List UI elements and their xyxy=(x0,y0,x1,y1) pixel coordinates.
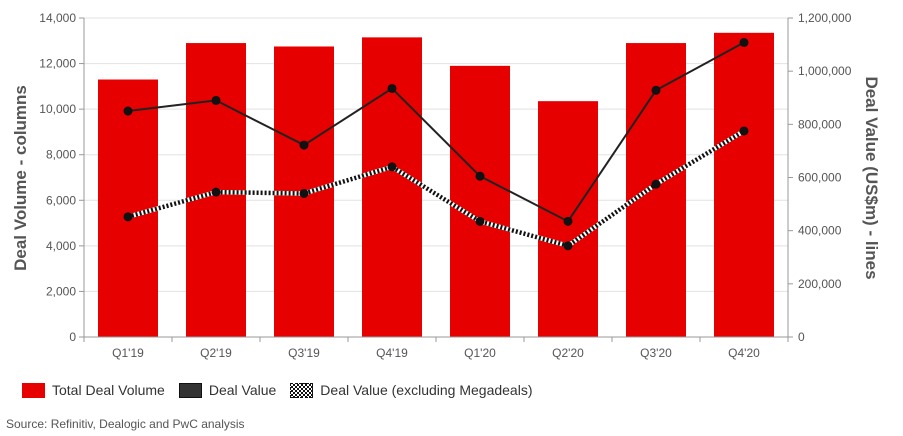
y-tick-label: 8,000 xyxy=(46,148,76,162)
point-deal-value-excl-megadeals xyxy=(563,241,573,251)
y2-tick-label: 1,000,000 xyxy=(798,64,852,78)
point-deal-value-excl-megadeals xyxy=(211,187,221,197)
point-deal-value xyxy=(475,171,485,181)
y-tick-label: 10,000 xyxy=(39,102,76,116)
left-axis-ticks: 0 2,000 4,000 6,000 8,000 10,000 12,000 14,000 xyxy=(39,11,84,344)
legend-label: Deal Value xyxy=(208,382,277,398)
bar xyxy=(98,79,158,338)
point-deal-value xyxy=(387,83,397,93)
legend-item-deal-value-excl-megadeals: Deal Value (excluding Megadeals) xyxy=(290,382,533,398)
series-lines xyxy=(123,37,749,251)
line-deal-value-excl-megadeals-bg xyxy=(127,129,746,249)
y-axis-title: Deal Volume - columns xyxy=(11,85,30,271)
y-tick-label: 0 xyxy=(69,330,76,344)
legend-swatch-dotted xyxy=(290,382,314,398)
x-tick-label: Q2'19 xyxy=(200,346,232,360)
legend-swatch-bar xyxy=(22,382,45,398)
legend-label: Total Deal Volume xyxy=(52,382,165,398)
point-deal-value-excl-megadeals xyxy=(387,162,397,172)
bar xyxy=(450,65,510,337)
point-deal-value xyxy=(299,140,309,150)
x-axis-ticks: Q1'19 Q2'19 Q3'19 Q4'19 Q1'20 Q2'20 Q3'20 Q4'20 xyxy=(83,337,789,360)
y-tick-label: 14,000 xyxy=(39,11,76,25)
point-deal-value xyxy=(211,95,221,105)
bar xyxy=(362,37,422,337)
y-tick-label: 2,000 xyxy=(46,284,76,298)
legend: Total Deal Volume Deal Value Deal Value … xyxy=(22,382,547,398)
y-tick-label: 6,000 xyxy=(46,193,76,207)
legend-swatch-line xyxy=(178,382,202,398)
x-tick-label: Q4'19 xyxy=(376,346,408,360)
point-deal-value-excl-megadeals xyxy=(739,126,749,136)
y2-axis-title: Deal Value (US$m) - lines xyxy=(862,76,881,279)
x-tick-label: Q3'19 xyxy=(288,346,320,360)
point-deal-value-excl-megadeals xyxy=(299,188,309,198)
y2-tick-label: 1,200,000 xyxy=(798,11,852,25)
line-deal-value xyxy=(127,41,745,223)
point-deal-value xyxy=(563,216,573,226)
point-deal-value-excl-megadeals xyxy=(651,179,661,189)
point-deal-value xyxy=(651,85,661,95)
legend-item-deal-value: Deal Value xyxy=(178,382,277,398)
point-deal-value xyxy=(123,106,133,116)
point-deal-value-excl-megadeals xyxy=(475,216,485,226)
y2-tick-label: 400,000 xyxy=(798,224,842,238)
x-tick-label: Q1'19 xyxy=(112,346,144,360)
combo-chart: 02,0004,0006,0008,00010,00012,00014,000 … xyxy=(11,11,881,360)
source-note: Source: Refinitiv, Dealogic and PwC anal… xyxy=(6,417,245,431)
y2-tick-label: 600,000 xyxy=(798,171,842,185)
y-tick-label: 4,000 xyxy=(46,239,76,253)
x-tick-label: Q4'20 xyxy=(728,346,760,360)
y2-tick-label: 200,000 xyxy=(798,277,842,291)
point-deal-value xyxy=(739,37,749,47)
y2-tick-label: 800,000 xyxy=(798,117,842,131)
point-deal-value-excl-megadeals xyxy=(123,212,133,222)
y-tick-label: 12,000 xyxy=(39,57,76,71)
legend-label: Deal Value (excluding Megadeals) xyxy=(320,382,533,398)
right-axis-ticks: 0 200,000 400,000 600,000 800,000 1,000,000 1,… xyxy=(788,11,852,344)
legend-item-total-deal-volume: Total Deal Volume xyxy=(22,382,165,398)
x-tick-label: Q3'20 xyxy=(640,346,672,360)
bar xyxy=(714,32,774,337)
x-tick-label: Q1'20 xyxy=(464,346,496,360)
y2-tick-label: 0 xyxy=(798,330,805,344)
x-tick-label: Q2'20 xyxy=(552,346,584,360)
